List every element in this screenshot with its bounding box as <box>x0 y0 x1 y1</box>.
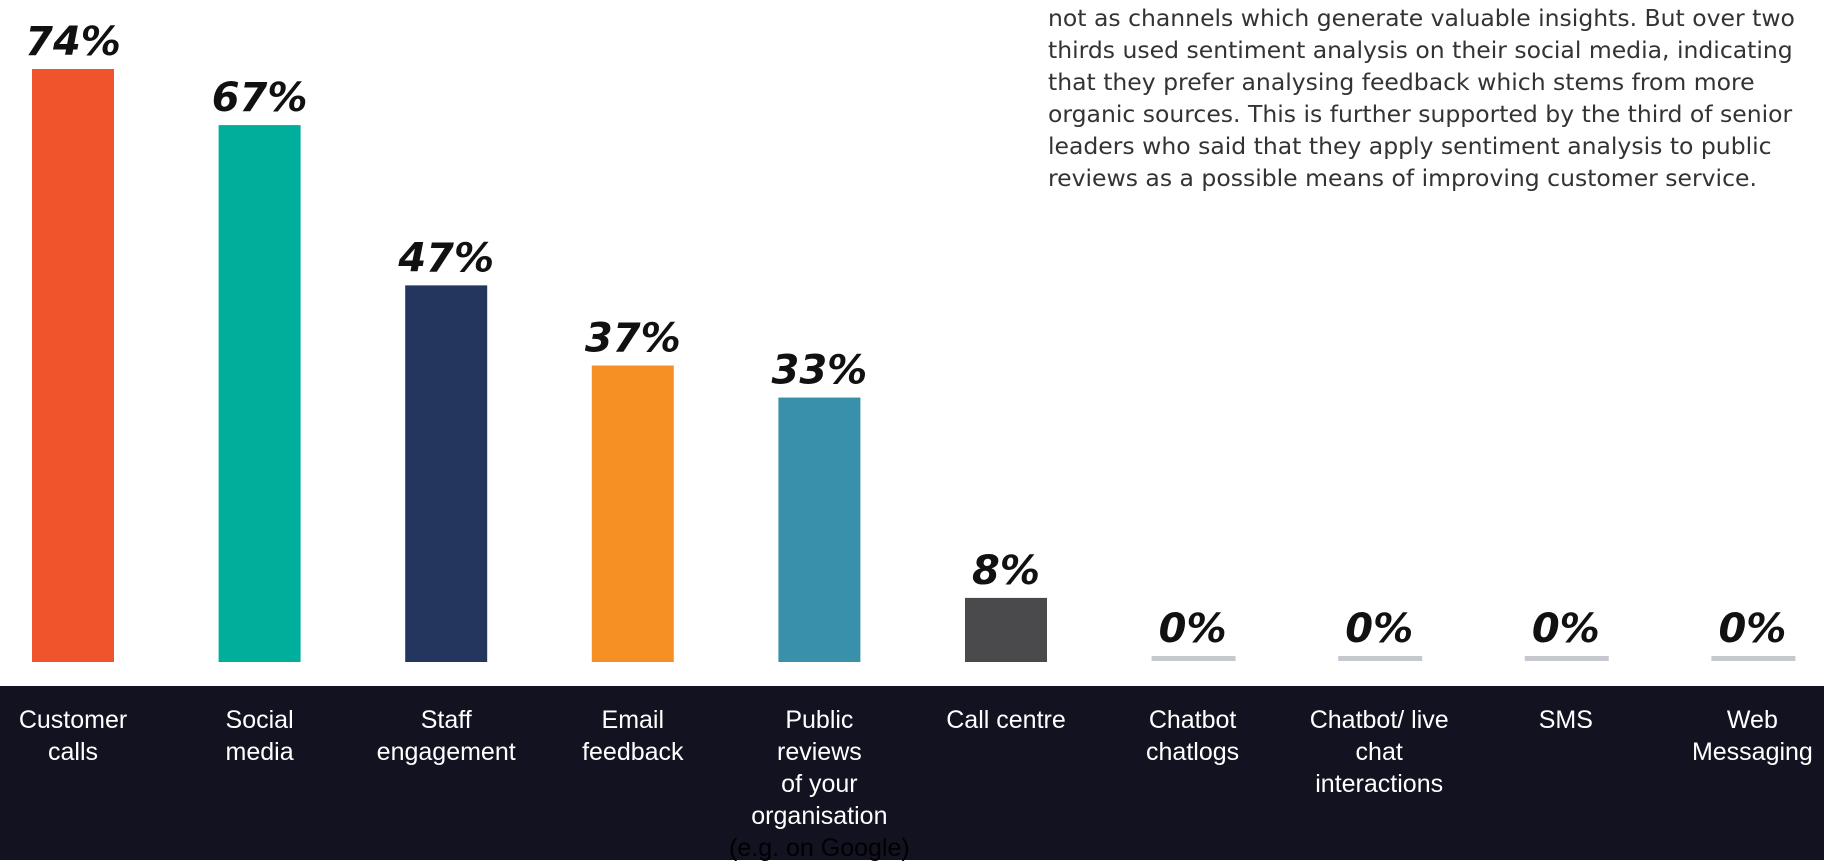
category-label-line: Chatbot <box>1148 706 1237 734</box>
category-label-line: Email <box>601 706 665 734</box>
category-label: Call centre <box>913 704 1099 736</box>
category-label-line: interactions <box>1315 770 1444 798</box>
bar <box>1338 656 1423 661</box>
bar <box>1711 656 1796 661</box>
category-label-line: chatlogs <box>1146 738 1240 766</box>
category-label-line: Public <box>785 706 854 734</box>
bar-value-label: 47% <box>397 235 494 281</box>
category-label: SMS <box>1473 704 1659 736</box>
bar-value-label: 33% <box>772 348 868 394</box>
category-label-line: Chatbot/ live <box>1309 706 1449 734</box>
category-label: Staff engagement <box>353 704 539 768</box>
category-label: Email feedback <box>540 704 726 768</box>
bar <box>405 285 488 662</box>
category-label-line: engagement <box>376 738 516 766</box>
category-label-line: chat <box>1355 738 1403 766</box>
category-label: Public reviews of your organisation (e.g. on… <box>726 704 912 864</box>
category-label-line: SMS <box>1538 706 1593 734</box>
category-label-line: feedback <box>582 738 684 766</box>
category-label-line: organisation <box>751 802 888 830</box>
bar <box>591 365 674 662</box>
bar-value-label: 8% <box>972 548 1040 594</box>
commentary-line: that they prefer analysing feedback whic… <box>1048 68 1755 96</box>
category-label-line: Call centre <box>946 706 1066 734</box>
bar <box>778 397 861 662</box>
category-label-line: Staff <box>420 706 472 734</box>
category-label: Web Messaging <box>1659 704 1824 768</box>
bar-value-label: 74% <box>25 19 121 65</box>
commentary-line: not as channels which generate valuable … <box>1048 4 1795 32</box>
category-label-line: calls <box>47 738 98 766</box>
category-label: Customer calls <box>0 704 166 768</box>
category-label: Chatbot chatlogs <box>1100 704 1286 768</box>
category-axis-band: Customer calls Social media Staff engagement E… <box>0 686 1824 862</box>
commentary-line: leaders who said that they apply sentime… <box>1048 132 1772 160</box>
category-label-line: Web <box>1726 706 1778 734</box>
category-label: Social media <box>167 704 353 768</box>
category-label: Chatbot/ live chat interactions <box>1286 704 1472 800</box>
category-label-line: reviews <box>777 738 862 766</box>
bar-value-label: 0% <box>1532 606 1600 652</box>
category-label-line: Customer <box>18 706 128 734</box>
bar-value-label: 37% <box>585 316 681 362</box>
category-label-line: Messaging <box>1691 738 1813 766</box>
bar <box>965 597 1047 662</box>
category-label-line: of your <box>781 770 858 798</box>
category-label-line: media <box>225 738 294 766</box>
bar <box>218 125 301 662</box>
bar <box>1151 656 1236 661</box>
bar <box>1524 656 1609 661</box>
category-label-line: (e.g. on Google) <box>729 834 910 862</box>
bar-value-label: 0% <box>1345 606 1413 652</box>
commentary-line: thirds used sentiment analysis on their … <box>1048 36 1793 64</box>
bar <box>32 69 114 662</box>
bar-value-label: 0% <box>1159 606 1227 652</box>
commentary-line: organic sources. This is further support… <box>1048 100 1793 128</box>
commentary-line: reviews as a possible means of improving… <box>1048 164 1757 192</box>
category-label-line: Social <box>225 706 294 734</box>
bar-value-label: 67% <box>212 75 308 121</box>
bar-value-label: 0% <box>1718 606 1786 652</box>
commentary-text: not as channels which generate valuable … <box>1048 2 1795 194</box>
bar-chart: 74% 67% 47% 37% 33% 8% 0% 0% 0% 0% <box>25 19 1796 662</box>
